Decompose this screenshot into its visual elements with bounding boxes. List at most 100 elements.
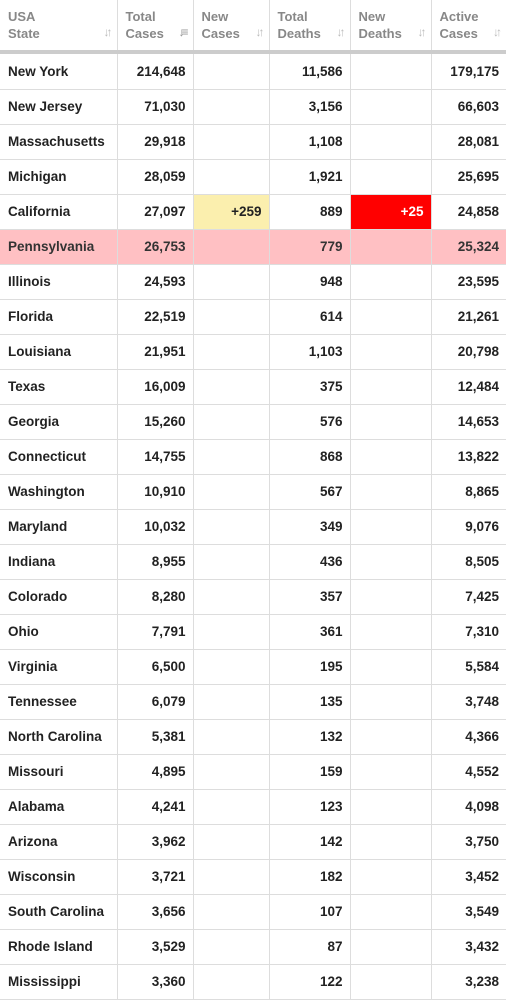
total-cases-cell: 28,059 <box>117 159 194 195</box>
new-deaths-cell <box>350 474 432 510</box>
state-name-cell[interactable]: Florida <box>0 299 118 335</box>
active-cases-cell: 7,310 <box>431 614 506 650</box>
column-header-total-deaths[interactable]: Total Deaths ↓↑ <box>269 0 351 54</box>
total-cases-cell: 14,755 <box>117 439 194 475</box>
state-name-cell[interactable]: Texas <box>0 369 118 405</box>
total-deaths-cell: 195 <box>269 649 351 685</box>
active-cases-cell: 25,324 <box>431 229 506 265</box>
new-cases-cell <box>193 579 270 615</box>
new-cases-cell <box>193 614 270 650</box>
sort-icon[interactable]: ↓↑ <box>255 25 265 39</box>
state-name-cell[interactable]: Ohio <box>0 614 118 650</box>
new-deaths-cell <box>350 264 432 300</box>
sort-icon[interactable]: ↓↑ <box>417 25 427 39</box>
total-deaths-cell: 142 <box>269 824 351 860</box>
active-cases-cell: 14,653 <box>431 404 506 440</box>
table-row: Massachusetts 29,918 1,108 28,081 <box>0 124 506 160</box>
new-deaths-cell <box>350 929 432 965</box>
sort-descending-icon[interactable]: ↓≡ <box>178 25 188 39</box>
state-name-cell[interactable]: Tennessee <box>0 684 118 720</box>
total-cases-cell: 10,910 <box>117 474 194 510</box>
table-body: New York 214,648 11,586 179,175 New Jersey 71… <box>0 52 506 1000</box>
total-cases-cell: 71,030 <box>117 89 194 125</box>
new-deaths-cell <box>350 964 432 1000</box>
new-deaths-cell <box>350 404 432 440</box>
state-name-cell[interactable]: New Jersey <box>0 89 118 125</box>
active-cases-cell: 3,750 <box>431 824 506 860</box>
active-cases-cell: 7,425 <box>431 579 506 615</box>
table-header-row: USA State ↓↑ Total Cases ↓≡ New Cases ↓↑… <box>0 0 506 54</box>
state-name-cell[interactable]: Missouri <box>0 754 118 790</box>
new-cases-cell <box>193 719 270 755</box>
state-name-cell[interactable]: Pennsylvania <box>0 229 118 265</box>
state-name-cell[interactable]: Connecticut <box>0 439 118 475</box>
total-cases-cell: 8,280 <box>117 579 194 615</box>
table-row: New Jersey 71,030 3,156 66,603 <box>0 89 506 125</box>
column-header-state[interactable]: USA State ↓↑ <box>0 0 118 54</box>
state-name-cell[interactable]: Wisconsin <box>0 859 118 895</box>
new-cases-cell <box>193 894 270 930</box>
state-name-cell[interactable]: Michigan <box>0 159 118 195</box>
total-deaths-cell: 576 <box>269 404 351 440</box>
state-name-cell[interactable]: Washington <box>0 474 118 510</box>
header-label-line1: Total <box>277 9 308 24</box>
active-cases-cell: 3,238 <box>431 964 506 1000</box>
active-cases-cell: 3,549 <box>431 894 506 930</box>
state-name-cell[interactable]: Georgia <box>0 404 118 440</box>
new-cases-cell <box>193 964 270 1000</box>
total-deaths-cell: 567 <box>269 474 351 510</box>
column-header-active-cases[interactable]: Active Cases ↓↑ <box>431 0 506 54</box>
state-name-cell[interactable]: Mississippi <box>0 964 118 1000</box>
new-cases-cell <box>193 229 270 265</box>
new-deaths-cell <box>350 299 432 335</box>
state-name-cell[interactable]: Arizona <box>0 824 118 860</box>
table-row: Texas 16,009 375 12,484 <box>0 369 506 405</box>
state-name-cell[interactable]: New York <box>0 52 118 90</box>
new-deaths-cell: +25 <box>350 194 432 230</box>
state-name-cell[interactable]: Virginia <box>0 649 118 685</box>
sort-icon[interactable]: ↓↑ <box>336 25 346 39</box>
new-deaths-cell <box>350 684 432 720</box>
total-cases-cell: 22,519 <box>117 299 194 335</box>
state-name-cell[interactable]: Rhode Island <box>0 929 118 965</box>
state-name-cell[interactable]: Illinois <box>0 264 118 300</box>
state-name-cell[interactable]: North Carolina <box>0 719 118 755</box>
active-cases-cell: 3,452 <box>431 859 506 895</box>
table-row: Tennessee 6,079 135 3,748 <box>0 684 506 720</box>
header-label-line2: Deaths <box>277 26 321 41</box>
active-cases-cell: 25,695 <box>431 159 506 195</box>
active-cases-cell: 3,432 <box>431 929 506 965</box>
state-name-cell[interactable]: Maryland <box>0 509 118 545</box>
header-label-line2: State <box>8 26 40 41</box>
new-deaths-cell <box>350 334 432 370</box>
table-row: Maryland 10,032 349 9,076 <box>0 509 506 545</box>
state-name-cell[interactable]: Massachusetts <box>0 124 118 160</box>
header-label-line1: USA <box>8 9 36 24</box>
new-cases-cell <box>193 299 270 335</box>
new-deaths-cell <box>350 894 432 930</box>
state-name-cell[interactable]: Louisiana <box>0 334 118 370</box>
state-name-cell[interactable]: South Carolina <box>0 894 118 930</box>
total-cases-cell: 16,009 <box>117 369 194 405</box>
total-cases-cell: 3,656 <box>117 894 194 930</box>
state-name-cell[interactable]: Alabama <box>0 789 118 825</box>
state-name-cell[interactable]: Colorado <box>0 579 118 615</box>
table-row: Louisiana 21,951 1,103 20,798 <box>0 334 506 370</box>
column-header-new-cases[interactable]: New Cases ↓↑ <box>193 0 270 54</box>
active-cases-cell: 3,748 <box>431 684 506 720</box>
state-name-cell[interactable]: Indiana <box>0 544 118 580</box>
column-header-new-deaths[interactable]: New Deaths ↓↑ <box>350 0 432 54</box>
new-cases-cell <box>193 684 270 720</box>
total-deaths-cell: 123 <box>269 789 351 825</box>
new-deaths-cell <box>350 159 432 195</box>
state-name-cell[interactable]: California <box>0 194 118 230</box>
column-header-total-cases[interactable]: Total Cases ↓≡ <box>117 0 194 54</box>
active-cases-cell: 12,484 <box>431 369 506 405</box>
new-deaths-cell <box>350 789 432 825</box>
total-deaths-cell: 1,108 <box>269 124 351 160</box>
new-deaths-cell <box>350 544 432 580</box>
sort-icon[interactable]: ↓↑ <box>103 25 113 39</box>
table-row: Rhode Island 3,529 87 3,432 <box>0 929 506 965</box>
sort-icon[interactable]: ↓↑ <box>493 25 502 39</box>
